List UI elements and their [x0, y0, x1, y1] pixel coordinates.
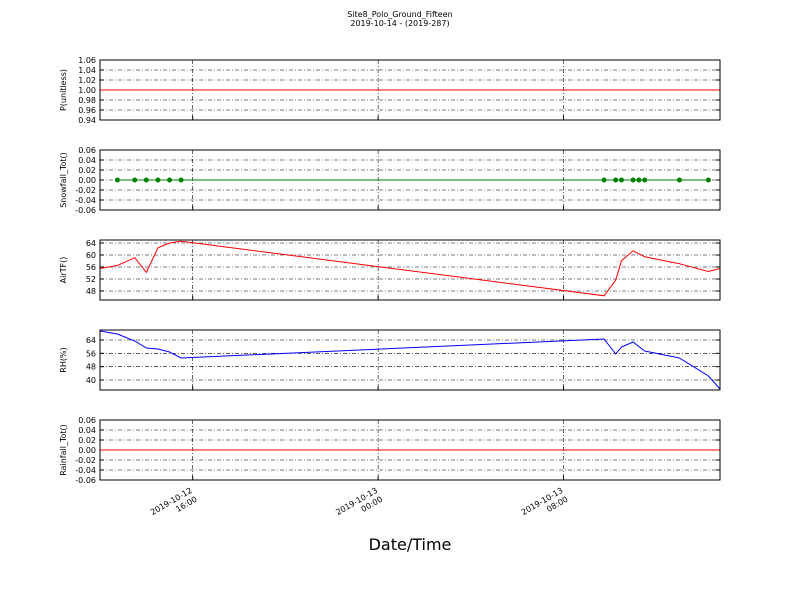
- y-tick-label: 1.04: [78, 66, 96, 75]
- y-tick-label: -0.04: [75, 196, 96, 205]
- y-tick-label: 1.02: [78, 76, 96, 85]
- point: [132, 177, 138, 183]
- y-tick-label: 60: [86, 251, 96, 260]
- y-tick-label: 1.00: [78, 86, 96, 95]
- y-tick-label: 48: [86, 363, 96, 372]
- y-tick-label: 48: [86, 287, 96, 296]
- point: [705, 177, 711, 183]
- plot-frame: [99, 239, 721, 301]
- point: [630, 177, 636, 183]
- plot-frame: [99, 419, 721, 481]
- point: [613, 177, 619, 183]
- y-tick-label: 0.98: [78, 96, 96, 105]
- y-tick-label: 56: [86, 349, 96, 358]
- y-tick-label: 0.04: [78, 156, 96, 165]
- y-tick-label: 1.06: [78, 56, 96, 65]
- y-tick-label: -0.06: [75, 476, 96, 485]
- y-tick-label: 0.96: [78, 106, 96, 115]
- y-tick-label: 56: [86, 263, 96, 272]
- y-tick-label: -0.04: [75, 466, 96, 475]
- y-axis-label: RH(%): [59, 347, 68, 372]
- y-tick-label: 0.02: [78, 436, 96, 445]
- y-tick-label: 0.00: [78, 176, 96, 185]
- y-tick-label: 52: [86, 275, 96, 284]
- y-tick-label: 64: [86, 336, 96, 345]
- x-axis-label: Date/Time: [369, 535, 452, 554]
- y-tick-label: 0.02: [78, 166, 96, 175]
- y-axis-label: P(unitless): [59, 69, 68, 111]
- plot-frame: [99, 329, 721, 391]
- y-tick-label: 0.04: [78, 426, 96, 435]
- point: [143, 177, 149, 183]
- plot-frame: [99, 59, 721, 121]
- point: [642, 177, 648, 183]
- y-axis-label: AirTF(): [59, 257, 68, 284]
- y-tick-label: 40: [86, 376, 96, 385]
- point: [618, 177, 624, 183]
- point: [676, 177, 682, 183]
- point: [601, 177, 607, 183]
- chart-title: Site8_Polo_Ground_Fifteen: [347, 10, 452, 19]
- point: [114, 177, 120, 183]
- y-tick-label: 64: [86, 239, 96, 248]
- y-axis-label: Rainfall_Tot(): [59, 424, 68, 476]
- point: [636, 177, 642, 183]
- point: [155, 177, 161, 183]
- y-tick-label: -0.02: [75, 456, 96, 465]
- y-tick-label: 0.06: [78, 416, 96, 425]
- y-tick-label: 0.06: [78, 146, 96, 155]
- chart-subtitle: 2019-10-14 - (2019-287): [350, 19, 449, 28]
- y-tick-label: -0.02: [75, 186, 96, 195]
- y-axis-label: Snowfall_Tot(): [59, 152, 68, 208]
- y-tick-label: 0.00: [78, 446, 96, 455]
- plot-frame: [99, 149, 721, 211]
- line: [99, 240, 721, 297]
- point: [167, 177, 173, 183]
- line: [99, 330, 721, 390]
- y-tick-label: -0.06: [75, 206, 96, 215]
- point: [178, 177, 184, 183]
- y-tick-label: 0.94: [78, 116, 96, 125]
